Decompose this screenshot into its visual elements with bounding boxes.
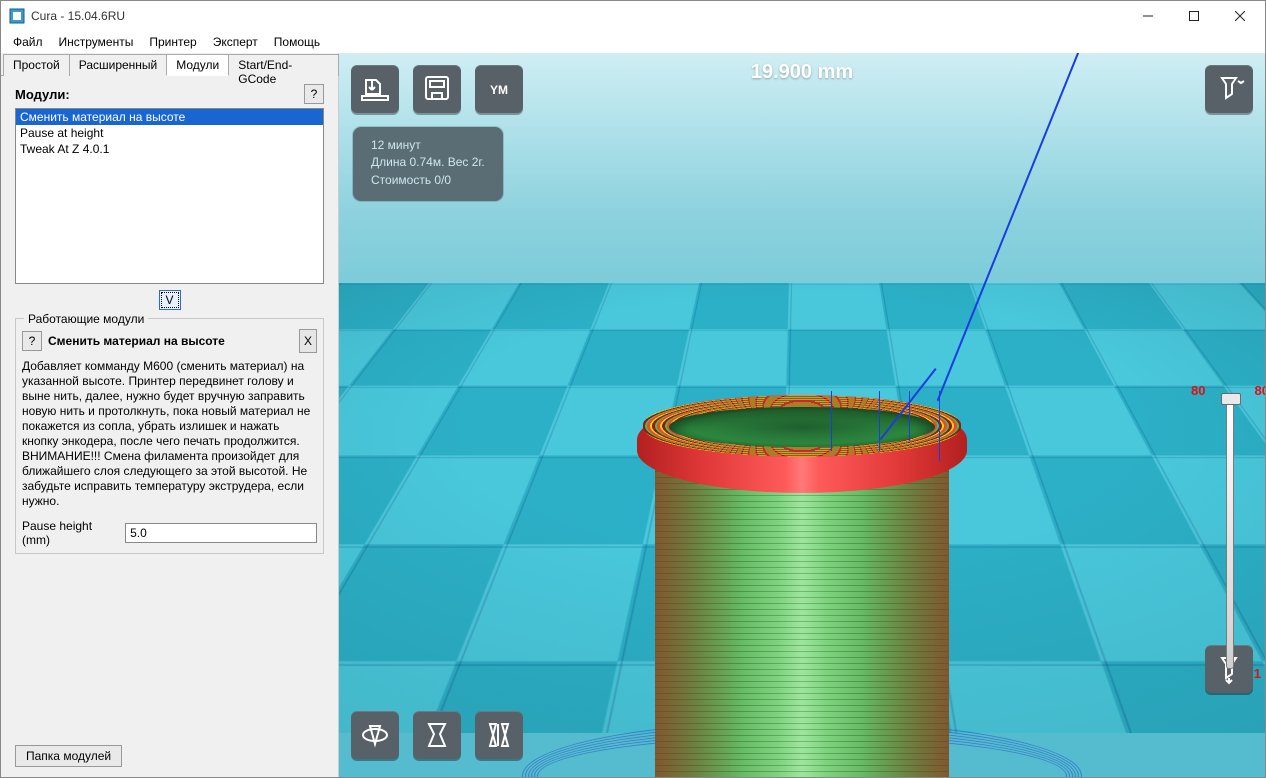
- svg-text:YM: YM: [490, 83, 508, 97]
- plugins-help-button[interactable]: ?: [304, 84, 324, 104]
- list-item[interactable]: Pause at height: [16, 125, 323, 141]
- plugin-description: Добавляет комманду M600 (сменить материа…: [22, 359, 317, 509]
- minimize-button[interactable]: [1125, 1, 1171, 31]
- tab-advanced[interactable]: Расширенный: [69, 54, 168, 76]
- menu-expert[interactable]: Эксперт: [205, 33, 266, 51]
- left-panel: Простой Расширенный Модули Start/End-GCo…: [1, 53, 339, 777]
- load-model-button[interactable]: [351, 65, 399, 113]
- print-length-weight: Длина 0.74м. Вес 2г.: [371, 154, 485, 171]
- menubar: Файл Инструменты Принтер Эксперт Помощь: [1, 31, 1265, 53]
- menu-tools[interactable]: Инструменты: [51, 33, 142, 51]
- menu-file[interactable]: Файл: [5, 33, 51, 51]
- list-item[interactable]: Сменить материал на высоте: [16, 109, 323, 125]
- settings-tabs: Простой Расширенный Модули Start/End-GCo…: [1, 53, 338, 76]
- pause-height-label: Pause height (mm): [22, 519, 119, 547]
- window-title: Cura - 15.04.6RU: [31, 9, 1125, 23]
- maximize-button[interactable]: [1171, 1, 1217, 31]
- active-plugin-title: Сменить материал на высоте: [48, 334, 225, 348]
- save-gcode-button[interactable]: [413, 65, 461, 113]
- print-info-box: 12 минут Длина 0.74м. Вес 2г. Стоимость …: [353, 127, 503, 201]
- youmagine-button[interactable]: YM: [475, 65, 523, 113]
- view-mode-button[interactable]: [1205, 65, 1253, 113]
- scale-button[interactable]: [413, 711, 461, 759]
- tab-plugins[interactable]: Модули: [166, 54, 229, 76]
- plugin-help-button[interactable]: ?: [22, 331, 42, 351]
- remove-plugin-button[interactable]: X: [299, 329, 317, 353]
- titlebar: Cura - 15.04.6RU: [1, 1, 1265, 31]
- add-plugin-button[interactable]: V: [159, 290, 181, 310]
- menu-printer[interactable]: Принтер: [141, 33, 204, 51]
- close-button[interactable]: [1217, 1, 1263, 31]
- dimension-label: 19.900 mm: [751, 61, 853, 84]
- slider-thumb[interactable]: [1221, 393, 1241, 405]
- layer-slider[interactable]: 80 80 1: [1213, 387, 1247, 677]
- slider-bottom-label: 1: [1254, 666, 1261, 681]
- print-time: 12 минут: [371, 137, 485, 154]
- viewport-3d[interactable]: 19.900 mm 12 минут Длина 0.74м. Вес 2г. …: [339, 53, 1265, 777]
- slider-top-left-label: 80: [1191, 383, 1205, 398]
- app-icon: [9, 8, 25, 24]
- plugins-header: Модули:: [15, 87, 70, 102]
- mirror-button[interactable]: [475, 711, 523, 759]
- running-plugins-fieldset: Работающие модули ? Сменить материал на …: [15, 318, 324, 554]
- pause-height-input[interactable]: [125, 523, 317, 543]
- slider-top-right-label: 80: [1255, 383, 1265, 398]
- plugins-folder-button[interactable]: Папка модулей: [15, 745, 122, 767]
- model-cylinder: [637, 375, 967, 777]
- menu-help[interactable]: Помощь: [266, 33, 328, 51]
- print-cost: Стоимость 0/0: [371, 172, 485, 189]
- plugins-list[interactable]: Сменить материал на высоте Pause at heig…: [15, 108, 324, 284]
- slider-track[interactable]: [1226, 395, 1234, 669]
- running-plugins-legend: Работающие модули: [24, 312, 148, 326]
- tab-startend[interactable]: Start/End-GCode: [228, 54, 339, 76]
- list-item[interactable]: Tweak At Z 4.0.1: [16, 141, 323, 157]
- tab-simple[interactable]: Простой: [3, 54, 70, 76]
- rotate-button[interactable]: [351, 711, 399, 759]
